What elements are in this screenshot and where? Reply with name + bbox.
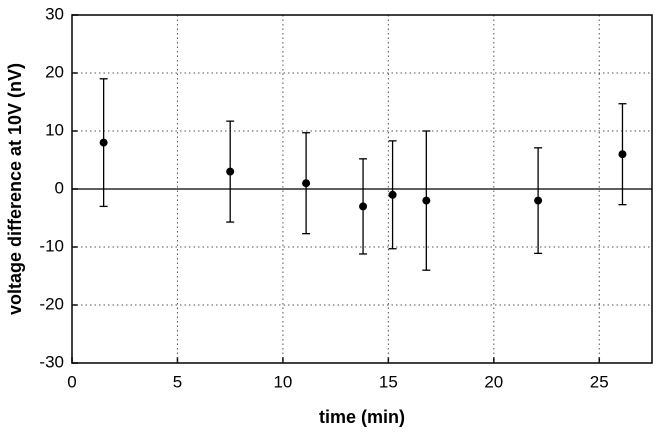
point bbox=[534, 196, 543, 205]
point bbox=[226, 167, 235, 176]
point bbox=[302, 179, 311, 188]
point bbox=[618, 150, 627, 159]
y-tick-label: 0 bbox=[55, 178, 64, 197]
x-tick-label: 20 bbox=[484, 372, 503, 391]
y-tick-label: -10 bbox=[39, 236, 64, 255]
y-tick-label: 10 bbox=[45, 120, 64, 139]
y-tick-label: 20 bbox=[45, 62, 64, 81]
y-tick-label: -20 bbox=[39, 294, 64, 313]
y-tick-label: -30 bbox=[39, 352, 64, 371]
point bbox=[359, 202, 368, 211]
point bbox=[388, 190, 397, 199]
y-axis-label: voltage difference at 10V (nV) bbox=[5, 63, 25, 315]
x-tick-label: 0 bbox=[67, 372, 76, 391]
point bbox=[422, 196, 431, 205]
y-tick-label: 30 bbox=[45, 4, 64, 23]
x-tick-label: 5 bbox=[173, 372, 182, 391]
x-tick-label: 10 bbox=[273, 372, 292, 391]
x-tick-label: 15 bbox=[379, 372, 398, 391]
point bbox=[99, 138, 108, 147]
x-axis-label: time (min) bbox=[319, 407, 405, 427]
x-tick-label: 25 bbox=[590, 372, 609, 391]
plot-frame bbox=[71, 14, 653, 364]
